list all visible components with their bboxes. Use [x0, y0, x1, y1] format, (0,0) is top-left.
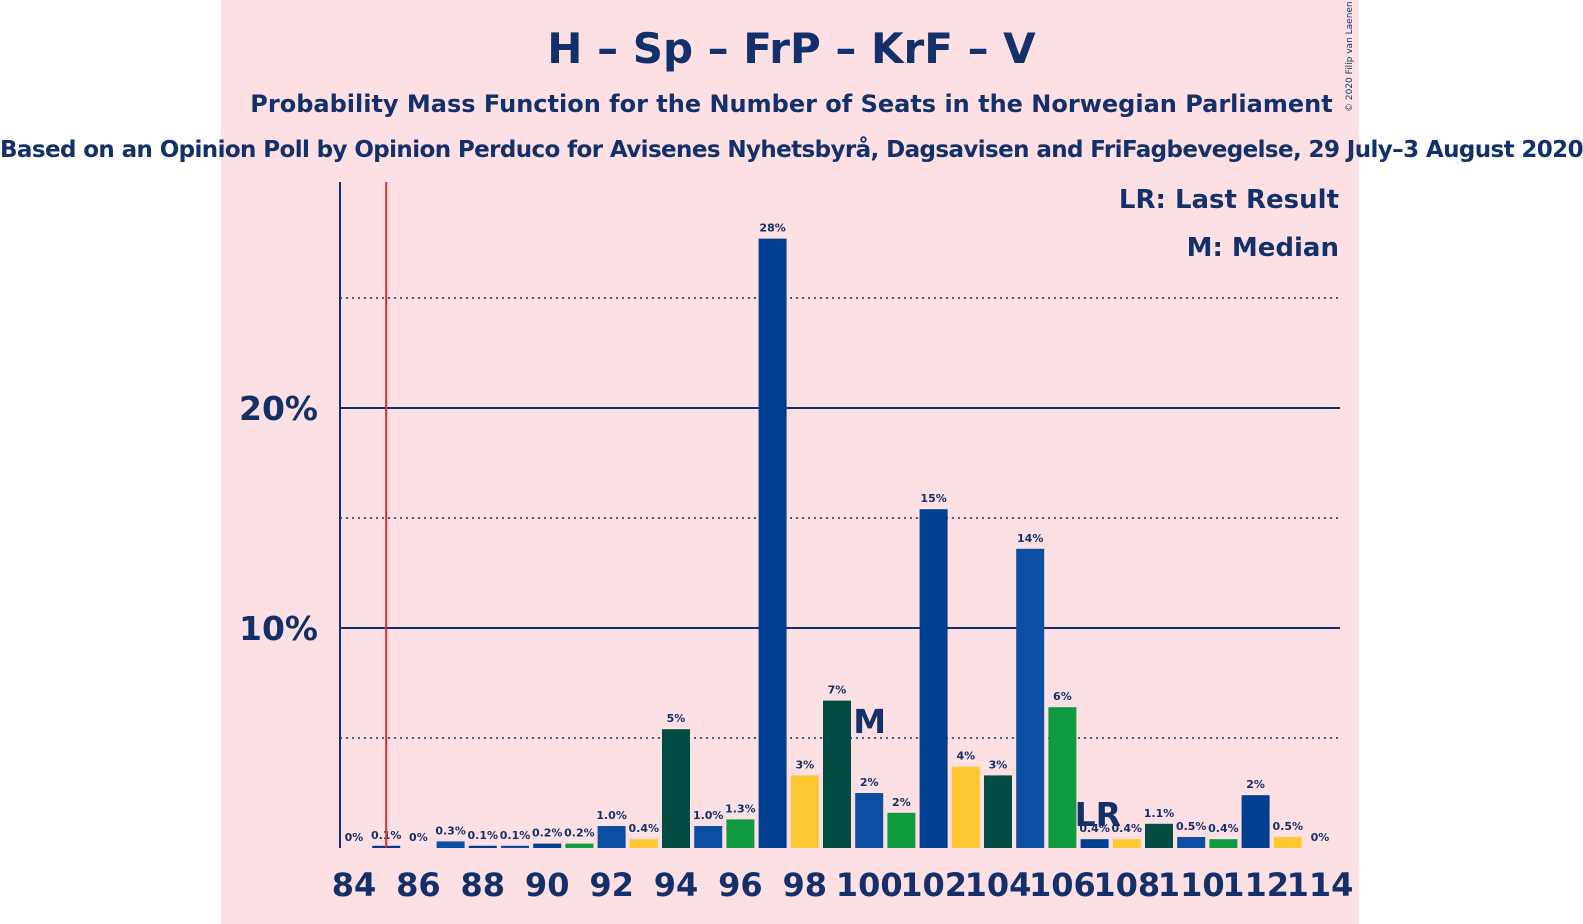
data-label-92: 1.0%	[596, 809, 627, 822]
x-tick-label: 90	[525, 866, 570, 904]
data-label-101: 2%	[892, 796, 911, 809]
legend-last-result: LR: Last Result	[1118, 185, 1339, 215]
data-label-111: 0.4%	[1208, 822, 1239, 835]
data-label-102: 15%	[920, 492, 946, 505]
bar-seats-93	[629, 839, 658, 848]
median-marker: M	[853, 702, 886, 741]
data-label-106: 6%	[1053, 690, 1072, 703]
x-tick-label: 106	[1029, 866, 1096, 904]
bar-seats-92	[597, 826, 626, 848]
y-tick-label: 10%	[239, 609, 318, 648]
bar-seats-87	[436, 841, 465, 848]
bar-seats-97	[758, 238, 787, 849]
data-label-103: 4%	[956, 750, 975, 763]
bar-seats-103	[951, 766, 980, 848]
x-tick-label: 110	[1158, 866, 1225, 904]
data-label-91: 0.2%	[564, 827, 595, 840]
bar-seats-99	[823, 700, 851, 848]
chart-background	[221, 0, 1359, 924]
bar-seats-112	[1241, 795, 1270, 848]
x-tick-label: 112	[1222, 866, 1289, 904]
data-label-105: 14%	[1017, 532, 1043, 545]
data-label-84: 0%	[345, 831, 364, 844]
data-label-108: 0.4%	[1112, 822, 1143, 835]
x-tick-label: 102	[900, 866, 967, 904]
data-label-87: 0.3%	[435, 824, 466, 837]
x-tick-label: 86	[396, 866, 441, 904]
bar-seats-105	[1016, 548, 1045, 848]
data-label-95: 1.0%	[693, 809, 724, 822]
data-label-94: 5%	[667, 712, 686, 725]
bar-seats-110	[1177, 837, 1206, 848]
bar-seats-90	[533, 843, 562, 848]
bar-seats-89	[501, 845, 529, 848]
data-label-113: 0.5%	[1273, 820, 1304, 833]
last-result-marker: LR	[1075, 795, 1121, 834]
bar-seats-98	[790, 775, 819, 848]
bar-seats-107	[1080, 839, 1109, 848]
data-label-104: 3%	[989, 758, 1008, 771]
bar-seats-94	[662, 729, 690, 848]
data-label-99: 7%	[828, 684, 847, 697]
x-tick-label: 88	[461, 866, 506, 904]
bar-seats-102	[919, 509, 948, 848]
bar-seats-101	[887, 812, 916, 848]
bar-seats-109	[1145, 823, 1173, 848]
data-label-96: 1.3%	[725, 802, 756, 815]
data-label-93: 0.4%	[629, 822, 660, 835]
bar-seats-111	[1209, 839, 1238, 848]
bar-seats-106	[1048, 707, 1077, 848]
x-tick-label: 92	[589, 866, 634, 904]
x-tick-label: 94	[654, 866, 699, 904]
x-tick-label: 108	[1093, 866, 1160, 904]
bar-seats-104	[984, 775, 1012, 848]
y-tick-label: 20%	[239, 389, 318, 428]
chart-source: Based on an Opinion Poll by Opinion Perd…	[0, 137, 1583, 163]
chart-subtitle: Probability Mass Function for the Number…	[250, 90, 1333, 118]
data-label-98: 3%	[795, 758, 814, 771]
x-tick-label: 100	[836, 866, 903, 904]
data-label-86: 0%	[409, 831, 428, 844]
data-label-107: 0.4%	[1079, 822, 1110, 835]
x-tick-label: 114	[1287, 866, 1354, 904]
bar-seats-95	[694, 826, 723, 848]
x-tick-label: 98	[783, 866, 828, 904]
x-tick-label: 84	[332, 866, 377, 904]
data-label-112: 2%	[1246, 778, 1265, 791]
bar-seats-100	[855, 793, 884, 848]
legend-median: M: Median	[1186, 233, 1339, 263]
x-tick-label: 104	[965, 866, 1032, 904]
data-label-109: 1.1%	[1144, 807, 1175, 820]
data-label-100: 2%	[860, 776, 879, 789]
data-label-110: 0.5%	[1176, 820, 1207, 833]
bar-seats-91	[565, 843, 594, 848]
x-tick-label: 96	[718, 866, 763, 904]
chart-title: H – Sp – FrP – KrF – V	[547, 24, 1036, 73]
data-label-89: 0.1%	[500, 829, 531, 842]
bar-seats-88	[468, 845, 497, 848]
bar-seats-108	[1112, 839, 1141, 848]
data-label-88: 0.1%	[468, 829, 499, 842]
data-label-90: 0.2%	[532, 827, 563, 840]
data-label-97: 28%	[759, 222, 785, 235]
bar-seats-113	[1273, 837, 1302, 848]
data-label-114: 0%	[1311, 831, 1330, 844]
bar-seats-96	[726, 819, 755, 848]
